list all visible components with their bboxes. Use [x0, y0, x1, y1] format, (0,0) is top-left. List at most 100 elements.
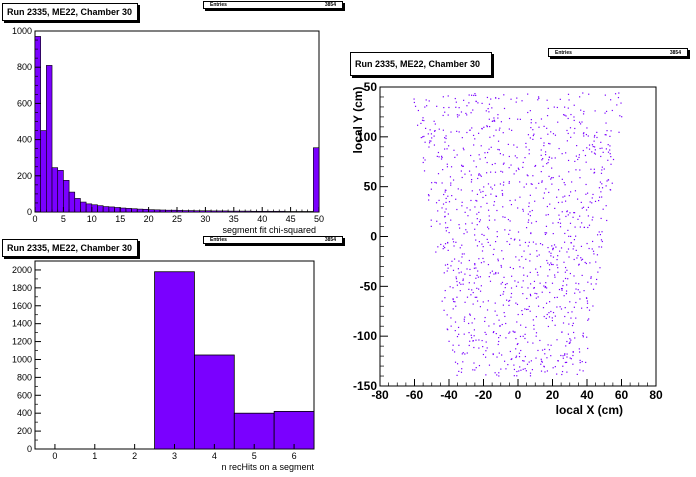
xy-point: [458, 224, 460, 226]
xy-point: [587, 347, 589, 350]
xy-point: [600, 246, 603, 248]
xy-point: [487, 300, 489, 302]
xy-point: [591, 219, 593, 221]
xy-point: [499, 127, 501, 129]
xy-point: [487, 209, 490, 211]
xy-point: [562, 114, 565, 116]
xy-point: [573, 331, 575, 334]
xy-point: [618, 92, 620, 94]
xy-point: [574, 127, 576, 130]
xy-point: [565, 293, 568, 295]
xy-point: [484, 152, 486, 154]
xy-point: [562, 196, 564, 198]
xy-point: [518, 370, 520, 372]
xy-xlabel: local X (cm): [556, 403, 623, 417]
xy-point: [542, 165, 544, 167]
xy-point: [570, 235, 572, 238]
xy-point: [497, 117, 499, 119]
xy-point: [475, 239, 477, 241]
xy-point: [474, 264, 476, 266]
chi2-xtick-label: 0: [32, 214, 37, 224]
xy-point: [564, 106, 566, 108]
xy-point: [516, 321, 518, 323]
xy-point: [511, 129, 513, 131]
xy-point: [568, 342, 570, 344]
xy-point: [551, 183, 553, 185]
xy-point: [600, 217, 602, 220]
xy-point: [528, 202, 530, 204]
xy-point: [612, 158, 615, 161]
chi2-bar: [85, 203, 93, 213]
xy-point: [544, 348, 546, 350]
xy-point: [433, 135, 435, 137]
xy-point: [444, 191, 446, 193]
xy-point: [479, 276, 482, 278]
xy-point: [594, 149, 596, 151]
xy-point: [549, 301, 551, 303]
xy-point: [472, 303, 474, 305]
xy-point: [575, 169, 577, 171]
xy-point: [576, 257, 578, 259]
xy-point: [572, 248, 574, 250]
xy-point: [558, 175, 560, 177]
xy-point: [582, 332, 584, 334]
xy-point: [539, 266, 542, 268]
xy-point: [527, 175, 529, 177]
xy-point: [571, 324, 574, 327]
xy-point: [583, 110, 585, 113]
chi2-bar: [97, 205, 104, 213]
xy-pad: -80 -60 -40 -20 0 20 40 60 80 -150 -100 -50 0 50 100 50…: [348, 0, 696, 472]
xy-point: [500, 264, 502, 267]
xy-point: [601, 166, 603, 168]
xy-point: [424, 159, 426, 161]
xy-point: [452, 269, 455, 271]
xy-point: [447, 213, 449, 215]
xy-point: [431, 137, 433, 139]
xy-point: [519, 239, 521, 241]
xy-point: [605, 110, 608, 113]
xy-ytick-label: 0: [370, 230, 377, 244]
xy-point: [604, 112, 606, 114]
xy-point: [453, 300, 455, 303]
chi2-bar: [313, 147, 320, 213]
xy-point: [533, 328, 535, 330]
xy-point: [526, 174, 528, 176]
xy-point: [479, 174, 481, 176]
nhits-stats-value: 3854: [324, 237, 336, 243]
xy-point: [462, 165, 464, 167]
xy-point: [456, 154, 458, 156]
xy-point: [484, 331, 486, 334]
xy-point: [515, 170, 517, 172]
xy-point: [566, 371, 568, 373]
xy-point: [560, 308, 563, 310]
xy-point: [461, 137, 463, 139]
xy-point: [601, 187, 604, 189]
xy-point: [579, 215, 581, 217]
xy-point: [457, 326, 460, 329]
xy-point: [581, 222, 583, 224]
xy-point: [450, 166, 453, 168]
xy-point: [453, 245, 455, 247]
xy-point: [434, 181, 436, 184]
xy-point: [525, 308, 528, 311]
xy-point: [529, 283, 532, 285]
xy-point: [513, 173, 515, 175]
xy-point: [493, 248, 495, 250]
xy-title: Run 2335, ME22, Chamber 30: [350, 52, 492, 76]
xy-point: [504, 283, 507, 286]
xy-point: [581, 361, 583, 363]
xy-point: [460, 189, 462, 191]
xy-point: [530, 232, 532, 235]
xy-point: [537, 96, 540, 98]
xy-point: [567, 311, 569, 314]
xy-point: [565, 215, 567, 218]
xy-point: [416, 124, 419, 126]
xy-point: [519, 366, 521, 368]
xy-point: [469, 209, 471, 211]
xy-point: [609, 149, 611, 151]
xy-point: [468, 332, 470, 334]
xy-point: [558, 288, 561, 291]
xy-point: [575, 235, 577, 237]
xy-point: [532, 319, 534, 321]
xy-point: [548, 316, 551, 318]
